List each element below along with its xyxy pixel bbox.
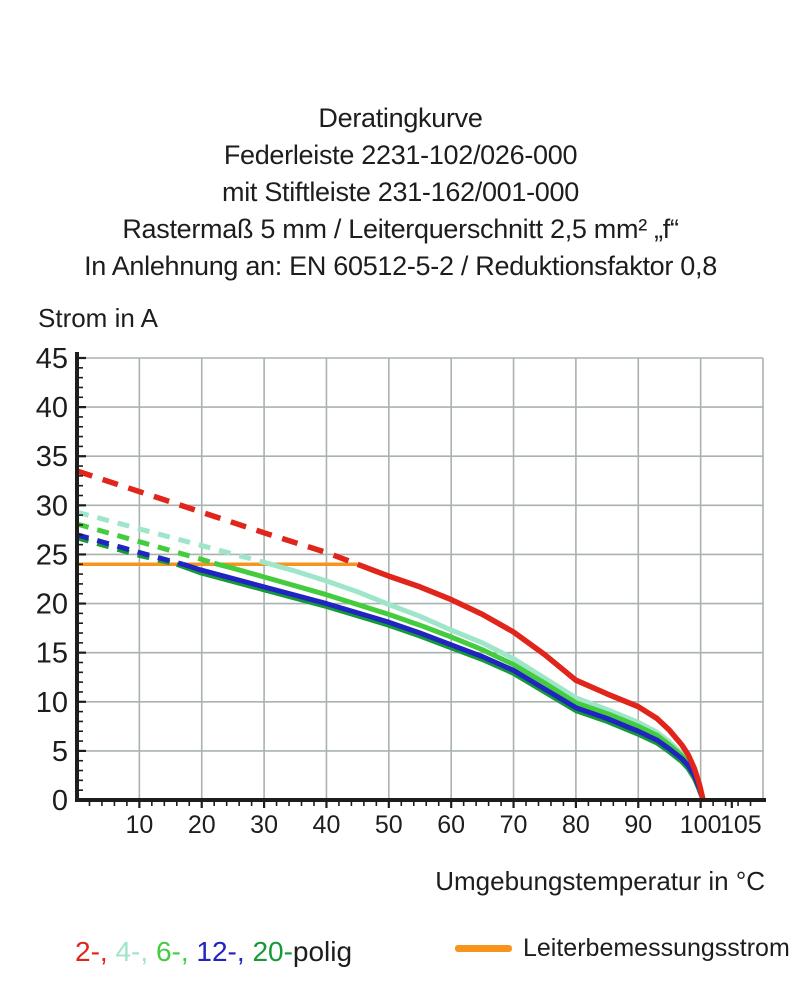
legend-pole-20: 20- <box>252 936 293 967</box>
svg-text:30: 30 <box>36 490 68 522</box>
legend-pole-2: 2-, <box>75 936 116 967</box>
svg-text:105: 105 <box>720 811 762 839</box>
svg-text:70: 70 <box>500 811 528 839</box>
svg-text:5: 5 <box>52 736 68 768</box>
svg-text:10: 10 <box>36 687 68 719</box>
rated-current-label: Leiterbemessungsstrom <box>523 934 790 962</box>
svg-text:100: 100 <box>680 811 722 839</box>
svg-text:25: 25 <box>36 539 68 571</box>
svg-text:45: 45 <box>36 343 68 375</box>
title-line-4: Rastermaß 5 mm / Leiterquerschnitt 2,5 m… <box>122 214 679 244</box>
legend-row: 2-, 4-, 6-, 12-, 20-polig Leiterbemessun… <box>0 934 801 978</box>
title-line-2: Federleiste 2231-102/026-000 <box>223 140 578 170</box>
svg-text:40: 40 <box>313 811 341 839</box>
y-axis-title: Strom in A <box>38 303 158 333</box>
rated-current-legend: Leiterbemessungsstrom <box>455 934 790 963</box>
poles-legend: 2-, 4-, 6-, 12-, 20-polig <box>75 936 352 968</box>
legend-pole-12: 12-, <box>196 936 253 967</box>
svg-text:40: 40 <box>36 392 68 424</box>
svg-text:15: 15 <box>36 638 68 670</box>
svg-text:20: 20 <box>36 589 68 621</box>
title-line-3: mit Stiftleiste 231-162/001-000 <box>222 177 579 207</box>
svg-text:30: 30 <box>250 811 278 839</box>
legend-pole-4: 4-, <box>115 936 156 967</box>
svg-text:80: 80 <box>562 811 590 839</box>
legend-polig-suffix: polig <box>292 936 353 967</box>
svg-text:60: 60 <box>437 811 465 839</box>
title-line-1: Deratingkurve <box>318 103 483 133</box>
legend-pole-6: 6-, <box>155 936 197 967</box>
svg-text:90: 90 <box>624 811 652 839</box>
chart-title-block: Deratingkurve Federleiste 2231-102/026-0… <box>0 100 801 285</box>
svg-text:20: 20 <box>188 811 216 839</box>
svg-text:50: 50 <box>375 811 403 839</box>
svg-text:35: 35 <box>36 441 68 473</box>
title-line-5: In Anlehnung an: EN 60512-5-2 / Reduktio… <box>84 251 717 281</box>
svg-text:0: 0 <box>52 785 68 817</box>
rated-current-line-swatch <box>455 945 512 952</box>
svg-text:10: 10 <box>125 811 153 839</box>
x-axis-title: Umgebungstemperatur in °C <box>435 866 765 896</box>
